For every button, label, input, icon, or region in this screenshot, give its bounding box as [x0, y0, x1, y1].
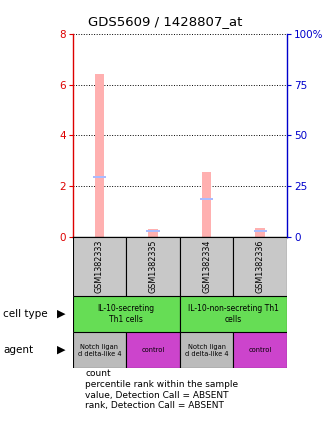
Text: GSM1382333: GSM1382333 — [95, 240, 104, 293]
Text: ▶: ▶ — [57, 345, 65, 355]
Text: control: control — [142, 347, 165, 353]
Bar — [148, 229, 158, 237]
Text: percentile rank within the sample: percentile rank within the sample — [85, 380, 238, 389]
Bar — [126, 237, 180, 296]
Text: GSM1382336: GSM1382336 — [256, 240, 265, 293]
Text: count: count — [85, 369, 111, 379]
Bar — [95, 74, 104, 237]
Text: value, Detection Call = ABSENT: value, Detection Call = ABSENT — [85, 390, 229, 400]
Bar — [253, 231, 267, 232]
Text: control: control — [249, 347, 272, 353]
Text: Notch ligan
d delta-like 4: Notch ligan d delta-like 4 — [185, 343, 228, 357]
Bar — [234, 237, 287, 296]
Text: rank, Detection Call = ABSENT: rank, Detection Call = ABSENT — [85, 401, 224, 410]
Bar — [73, 332, 126, 368]
Bar — [93, 176, 106, 178]
Text: GSM1382335: GSM1382335 — [148, 240, 157, 293]
Text: agent: agent — [3, 345, 33, 355]
Bar — [180, 237, 234, 296]
Text: IL-10-secreting
Th1 cells: IL-10-secreting Th1 cells — [98, 305, 155, 324]
Bar — [180, 296, 287, 332]
Bar — [180, 332, 234, 368]
Bar — [200, 198, 214, 200]
Text: GSM1382334: GSM1382334 — [202, 240, 211, 293]
Bar — [202, 172, 212, 237]
Bar — [146, 231, 160, 232]
Text: IL-10-non-secreting Th1
cells: IL-10-non-secreting Th1 cells — [188, 305, 279, 324]
Text: ▶: ▶ — [57, 309, 65, 319]
Text: Notch ligan
d delta-like 4: Notch ligan d delta-like 4 — [78, 343, 121, 357]
Bar — [255, 228, 265, 237]
Bar — [73, 237, 126, 296]
Text: GDS5609 / 1428807_at: GDS5609 / 1428807_at — [88, 15, 242, 28]
Bar — [234, 332, 287, 368]
Text: cell type: cell type — [3, 309, 48, 319]
Bar — [126, 332, 180, 368]
Bar — [73, 296, 180, 332]
